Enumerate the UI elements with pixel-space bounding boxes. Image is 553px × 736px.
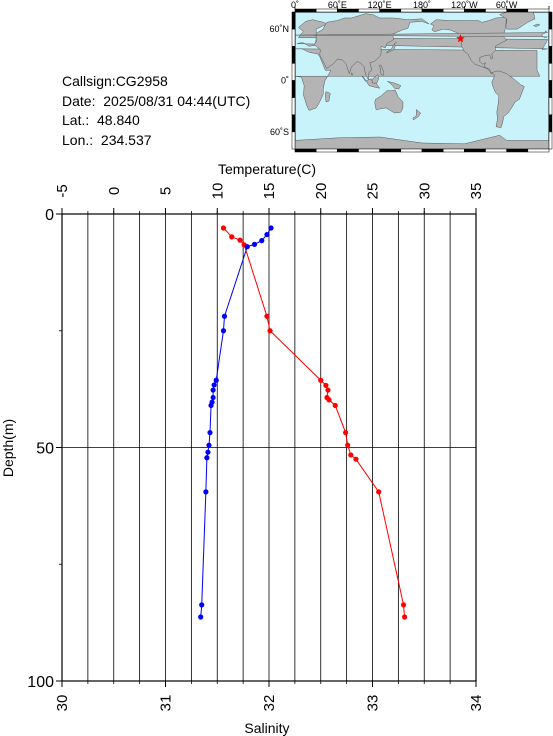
top-tick-label: 25 <box>365 183 382 200</box>
salinity-point <box>268 225 274 231</box>
top-tick-label: 10 <box>209 183 226 200</box>
land-shape <box>325 91 331 103</box>
y-tick-label: 100 <box>27 674 54 691</box>
longitude-text: Lon.: 234.537 <box>62 131 152 148</box>
salinity-point <box>213 377 219 383</box>
map-lon-label: 60˚W <box>496 0 518 10</box>
map-frame-segment <box>527 8 550 13</box>
temperature-point <box>376 489 382 495</box>
temperature-point <box>345 442 351 448</box>
top-tick-label: 20 <box>313 183 330 200</box>
temperature-point <box>318 377 324 383</box>
map-lat-label: 0˚ <box>281 76 289 86</box>
bottom-tick-label: 33 <box>365 695 382 712</box>
map-land <box>294 11 550 150</box>
temperature-point <box>332 402 338 409</box>
top-tick-label: -5 <box>54 184 71 197</box>
y-tick-label: 50 <box>36 441 54 458</box>
salinity-point <box>251 241 258 247</box>
map-lon-label: 180˚ <box>413 0 431 10</box>
chart-grid <box>61 214 477 681</box>
salinity-point <box>210 387 216 393</box>
salinity-point <box>264 231 270 238</box>
top-tick-label: 0 <box>106 187 123 195</box>
land-shape <box>313 13 430 81</box>
map-lat-label: 60˚S <box>270 127 289 137</box>
bottom-tick-label: 32 <box>261 695 278 712</box>
top-tick-label: 30 <box>416 183 433 200</box>
map-frame-segment <box>291 131 296 150</box>
salinity-point <box>204 455 210 461</box>
salinity-point <box>199 602 205 608</box>
salinity-point <box>208 402 214 409</box>
station-star-icon <box>456 34 465 43</box>
temperature-point <box>229 234 235 240</box>
land-shape <box>387 81 402 90</box>
station-marker-icon <box>456 34 465 43</box>
top-axis-label: Temperature(C) <box>218 161 316 177</box>
temperature-point <box>326 397 332 403</box>
map-labels: 0˚ 60˚E 120˚E 180˚ 120˚W 60˚W 60˚N 0˚ 60˚S <box>269 0 517 137</box>
temperature-point <box>323 382 329 388</box>
salinity-point <box>210 394 216 401</box>
land-shape <box>491 70 525 128</box>
salinity-point <box>259 238 265 244</box>
salinity-point <box>198 614 204 620</box>
map-lon-label: 120˚E <box>368 0 392 10</box>
y-tick-label: 0 <box>45 207 54 224</box>
map-lon-label: 60˚E <box>328 0 347 10</box>
salinity-point <box>221 313 228 319</box>
temperature-point <box>348 452 354 458</box>
temperature-point <box>342 429 349 436</box>
station-info: Callsign:CG2958 Date: 2025/08/31 04:44(U… <box>62 72 250 150</box>
salinity-point <box>203 489 209 495</box>
temperature-point <box>353 456 359 462</box>
bottom-axis-label: Salinity <box>244 720 289 736</box>
top-tick-label: 35 <box>468 183 485 200</box>
land-shape <box>351 72 354 76</box>
land-shape <box>386 41 397 54</box>
salinity-line <box>200 227 272 618</box>
temperature-point <box>401 614 408 620</box>
y-axis-label: Depth(m) <box>0 419 16 477</box>
salinity-point <box>211 382 217 388</box>
salinity-point <box>220 328 227 334</box>
data-series <box>198 225 408 620</box>
land-shape <box>532 23 541 27</box>
map-frame <box>291 6 553 153</box>
salinity-point <box>206 442 212 448</box>
top-tick-label: 15 <box>261 183 278 200</box>
date-text: Date: 2025/08/31 04:44(UTC) <box>62 92 251 109</box>
temperature-line <box>223 227 406 618</box>
map-lat-label: 60˚N <box>269 24 289 34</box>
temperature-point <box>267 328 273 334</box>
bottom-tick-label: 31 <box>158 695 175 712</box>
salinity-point <box>205 449 211 455</box>
salinity-point <box>244 244 250 250</box>
land-shape <box>412 109 421 121</box>
map-lon-label: 0˚ <box>291 0 299 10</box>
salinity-point <box>207 429 213 436</box>
map-lon-label: 120˚W <box>451 0 478 10</box>
world-map: 0˚ 60˚E 120˚E 180˚ 120˚W 60˚W 60˚N 0˚ 60˚S <box>269 0 553 153</box>
bottom-tick-label: 30 <box>54 695 71 712</box>
land-shape <box>295 30 549 38</box>
land-shape <box>374 89 404 114</box>
land-shape <box>371 74 380 84</box>
latitude-text: Lat.: 48.840 <box>62 112 140 128</box>
callsign-text: Callsign:CG2958 <box>62 73 168 89</box>
map-frame-segment <box>548 131 553 150</box>
bottom-tick-label: 34 <box>468 695 485 712</box>
map-frame-segment <box>527 148 550 153</box>
land-shape <box>379 64 385 76</box>
temperature-point <box>264 313 270 319</box>
temperature-point <box>400 602 407 608</box>
temperature-point <box>325 387 331 393</box>
top-tick-label: 5 <box>158 187 175 195</box>
temperature-point <box>237 237 243 243</box>
temperature-point <box>220 225 227 231</box>
